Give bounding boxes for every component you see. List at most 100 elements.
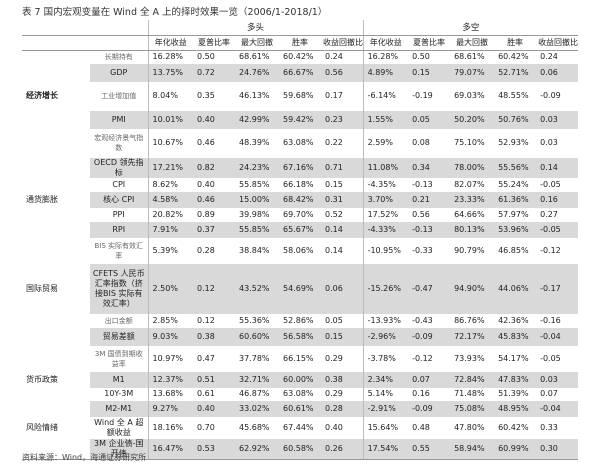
value-cell: 50.20% [450,110,495,129]
value-cell: 0.26 [321,438,364,460]
value-cell: 79.07% [450,63,495,82]
value-cell: 0.29 [325,389,343,398]
indicator-label: 3M 企业债-国开债 [90,438,148,460]
value-cell: 23.33% [450,191,495,208]
indicator-label: CFETS 人民币汇率指数（挤接BIS 实际有效汇率） [90,263,148,314]
value-cell: 0.15 [408,63,451,82]
value-cell: 67.44% [283,422,314,432]
value-cell: 46.87% [239,389,270,398]
table-row: PPI 20.82% 0.89 39.98% 69.70% 0.52 17.52% 0.56 6… [22,207,578,222]
value-cell: 10.67% [147,128,193,158]
value-cell: 16.28% [147,50,193,64]
col-header: 胜率 [494,35,537,51]
indicator-label: M1 [90,371,148,388]
category-label [22,438,90,460]
value-cell: 16.28% [362,50,409,64]
value-cell: -4.35% [362,177,409,192]
value-cell: 73.93% [454,353,485,363]
indicator-label: RPI [90,221,148,238]
value-cell: 59.42% [279,110,321,129]
value-cell: 10.01% [147,110,193,129]
value-cell: 0.55 [408,438,451,460]
value-cell: 46.13% [239,91,270,100]
value-cell: 55.36% [239,315,270,325]
category-label [22,158,90,178]
value-cell: 12.37% [147,371,193,388]
value-cell: -0.19 [412,91,433,100]
value-cell: 0.17 [325,91,343,100]
value-cell: 56.58% [279,327,321,346]
table-row: 国际贸易 CFETS 人民币汇率指数（挤接BIS 实际有效汇率） 2.50% 0.12… [22,263,579,314]
value-cell: 0.50 [197,52,215,62]
value-cell: 75.08% [450,400,495,417]
value-cell: -0.09 [408,327,451,346]
value-cell: 0.40 [325,422,343,432]
value-cell: 72.84% [450,371,495,388]
value-cell: 69.70% [283,209,314,219]
value-cell: 90.79% [454,245,485,255]
value-cell: 57.97% [498,209,529,219]
value-cell: -0.05 [540,353,561,363]
value-cell: 0.52 [325,209,343,219]
value-cell: 24.76% [235,63,279,82]
value-cell: 48.95% [494,400,537,417]
indicator-label: PPI [112,209,125,219]
category-label [22,346,90,372]
value-cell: 46.85% [498,245,529,255]
value-cell: 47.80% [454,422,485,432]
value-cell: 60.42% [498,422,529,432]
value-cell: 0.27 [540,209,558,219]
value-cell: 52.71% [494,63,537,82]
value-cell: 52.93% [498,138,529,147]
value-cell: 66.67% [279,63,321,82]
value-cell: 0.21 [408,191,451,208]
value-cell: 0.23 [321,110,364,129]
value-cell: -10.95% [362,237,409,264]
value-cell: 50.76% [494,110,537,129]
table-row: 宏观经济景气指数 10.67% 0.46 48.39% 63.08% 0.22 2.59% 0… [22,128,578,158]
value-cell: 4.58% [147,191,193,208]
table-row: 风险情绪 Wind 全 A 超额收益 18.16% 0.70 45.68% 67.44% 0… [22,416,578,439]
category-label: 风险情绪 [26,422,58,432]
value-cell: 0.82 [193,157,235,178]
value-cell: 0.38 [193,327,235,346]
col-header: 年化收益 [362,35,409,51]
value-cell: 60.60% [235,327,279,346]
value-cell: 32.71% [235,371,279,388]
value-cell: 8.04% [147,81,193,111]
value-cell: 51.39% [498,389,529,398]
category-label [22,328,90,346]
value-cell: 15.64% [362,416,409,439]
value-cell: 60.42% [498,52,529,62]
value-cell: 17.54% [362,438,409,460]
value-cell: 45.68% [239,422,270,432]
value-cell: -0.47 [408,263,451,314]
category-label [22,129,90,158]
value-cell: 53.96% [494,221,537,238]
value-cell: 0.48 [412,422,430,432]
value-cell: -13.93% [362,313,409,328]
value-cell: 16.47% [147,438,193,460]
value-cell: 60.99% [494,438,537,460]
value-cell: 65.67% [279,221,321,238]
value-cell: 52.86% [283,315,314,325]
category-label [22,178,90,192]
value-cell: 0.28 [321,400,364,417]
value-cell: 17.52% [362,207,409,222]
value-cell: 18.16% [147,416,193,439]
value-cell: 48.55% [498,91,529,100]
value-cell: 0.70 [197,422,215,432]
value-cell: 0.05 [408,110,451,129]
value-cell: 10.97% [147,345,193,372]
value-cell: 0.72 [193,63,235,82]
value-cell: 55.85% [235,221,279,238]
value-cell: 0.30 [536,438,579,460]
table-row: OECD 领先指标 17.21% 0.82 24.23% 67.16% 0.71 11.08… [22,157,579,178]
value-cell: 7.91% [147,221,193,238]
value-cell: 86.76% [454,315,485,325]
value-cell: 0.61 [197,389,215,398]
value-cell: 17.21% [147,157,193,178]
value-cell: 11.08% [362,157,409,178]
value-cell: 0.51 [193,371,235,388]
value-cell: 0.38 [321,371,364,388]
